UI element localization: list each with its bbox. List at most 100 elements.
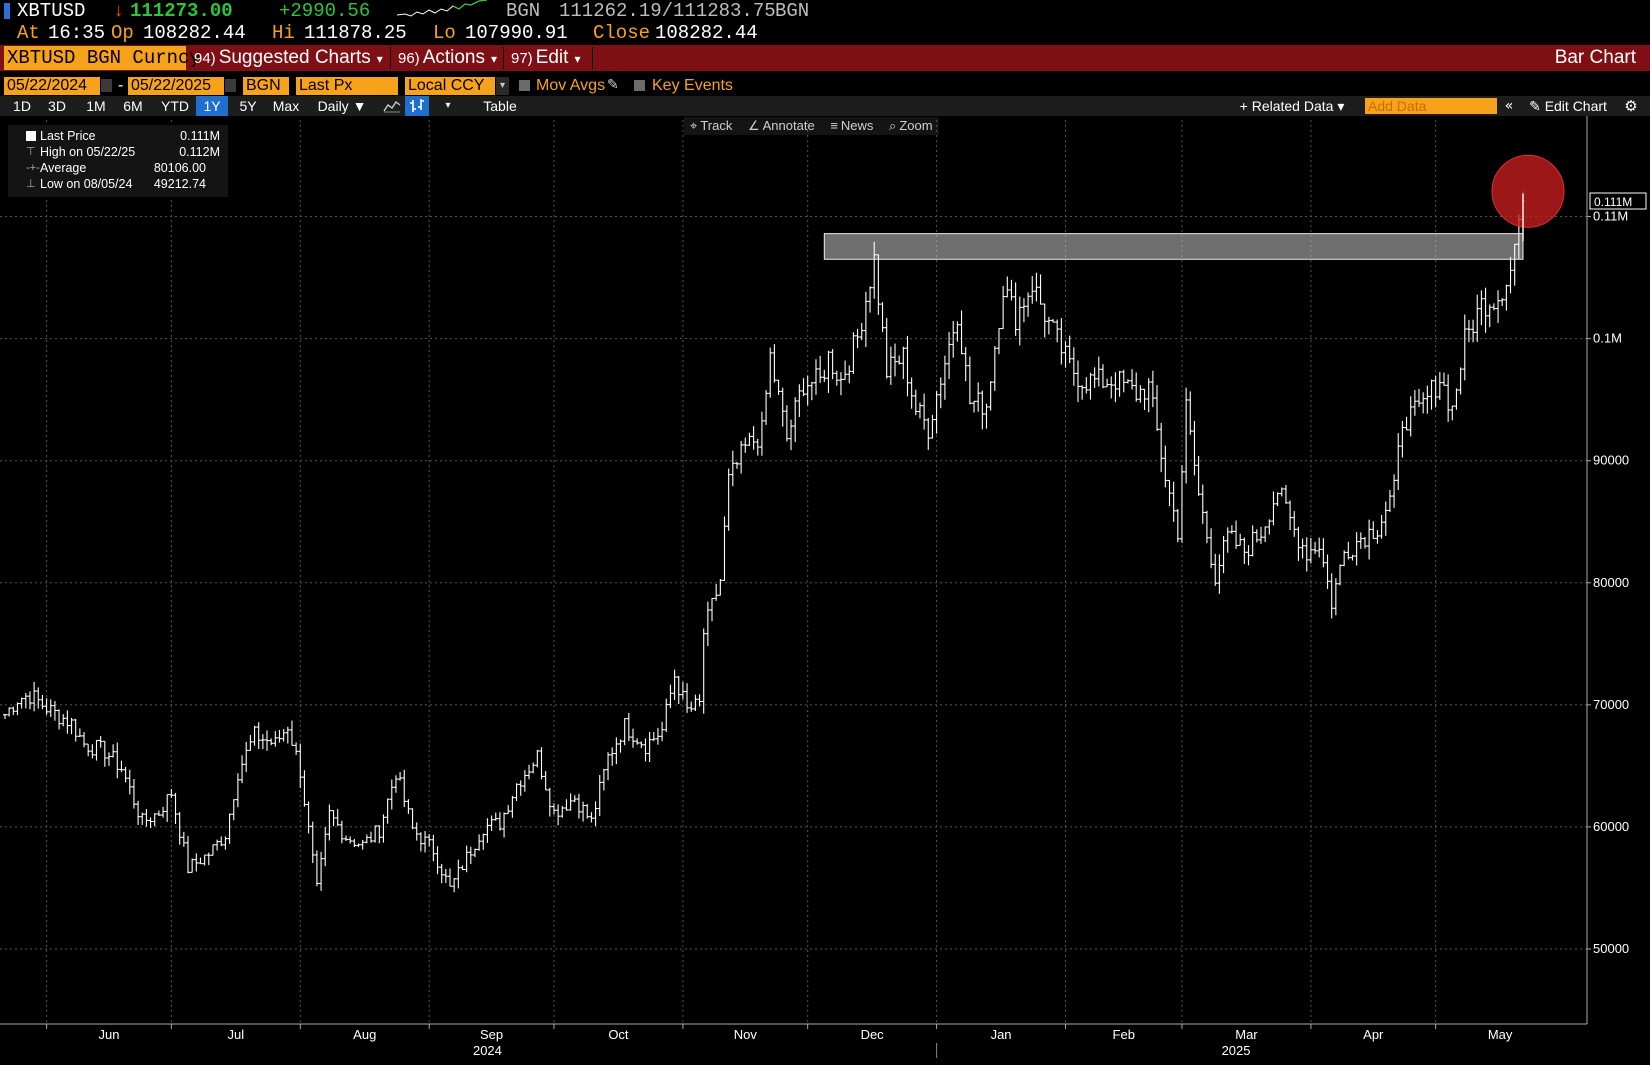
annotate-tool[interactable]: ∠ Annotate: [742, 117, 821, 135]
period-5y[interactable]: 5Y: [239, 98, 257, 114]
gear-icon[interactable]: ⚙: [1624, 97, 1638, 115]
legend-high: ⊤ High on 05/22/25 0.112M: [8, 144, 228, 160]
ohlc-bar: [680, 681, 685, 700]
ohlc-bar: [863, 291, 868, 348]
legend-average-value: 80106.00: [153, 161, 206, 175]
ohlc-bar: [40, 694, 45, 710]
period-1d[interactable]: 1D: [13, 98, 31, 114]
mov-avgs-label[interactable]: Mov Avgs: [536, 77, 606, 94]
ohlc-bar: [1221, 535, 1226, 574]
ohlc-bar: [630, 728, 635, 748]
open-label: Op: [111, 22, 134, 44]
ohlc-bar: [917, 402, 922, 419]
ohlc-bar: [1396, 433, 1401, 491]
price-chart[interactable]: 50000 60000 70000 80000 90000 0.1M 0.11M Jun Jul…: [0, 116, 1650, 1065]
ohlc-bar: [98, 736, 103, 748]
key-events-label[interactable]: Key Events: [652, 77, 733, 94]
ohlc-bar: [1150, 370, 1155, 408]
security-field[interactable]: XBTUSD BGN Curncy: [4, 46, 201, 70]
ohlc-bar: [1017, 296, 1022, 346]
edit-menu[interactable]: 97) Edit ▾: [511, 45, 580, 71]
collapse-left-icon[interactable]: «: [1504, 98, 1514, 114]
period-max[interactable]: Max: [272, 98, 300, 114]
field-selector[interactable]: Last Px: [296, 77, 398, 95]
chart-style-dropdown-icon[interactable]: ▾: [445, 100, 451, 111]
start-date-field[interactable]: 05/22/2024: [4, 77, 100, 95]
period-6m[interactable]: 6M: [123, 98, 143, 114]
pencil-icon[interactable]: ✎: [607, 77, 619, 93]
mov-avgs-checkbox[interactable]: [519, 80, 530, 91]
end-date-field[interactable]: 05/22/2025: [128, 77, 224, 95]
down-arrow-icon: ↓: [113, 0, 125, 22]
ohlc-bar: [518, 780, 523, 796]
quote-source: BGN: [506, 0, 541, 22]
frequency-dropdown[interactable]: Daily ▼: [317, 98, 367, 114]
news-tool[interactable]: ≡ News: [824, 117, 879, 135]
add-data-input[interactable]: Add Data: [1365, 98, 1497, 114]
currency-dropdown-icon[interactable]: ▾: [496, 77, 509, 95]
edit-chart-button[interactable]: ✎ Edit Chart: [1522, 96, 1614, 116]
ohlc-bar: [73, 718, 78, 742]
ohlc-bar: [1500, 298, 1505, 307]
line-chart-icon[interactable]: [381, 96, 403, 116]
ohlc-bar: [131, 779, 136, 809]
currency-selector[interactable]: Local CCY: [405, 77, 495, 95]
ticker[interactable]: XBTUSD: [17, 0, 86, 22]
ohlc-bar: [988, 381, 993, 411]
ohlc-bar: [1321, 538, 1326, 568]
ohlc-bar: [951, 320, 956, 358]
ohlc-bar: [922, 393, 927, 430]
dropdown-caret-icon: ▾: [491, 52, 498, 66]
bar-chart-icon[interactable]: [405, 96, 429, 116]
suggested-charts-number: 94): [194, 50, 216, 67]
actions-menu[interactable]: 96) Actions ▾: [398, 45, 497, 71]
ohlc-bar: [1005, 276, 1010, 298]
key-events-checkbox[interactable]: [634, 80, 645, 91]
ohlc-bar: [36, 687, 41, 709]
ohlc-bar: [739, 440, 744, 474]
ohlc-bar: [377, 825, 382, 844]
ohlc-bar: [1371, 521, 1376, 539]
ohlc-bar: [1046, 316, 1051, 335]
period-3d[interactable]: 3D: [48, 98, 66, 114]
ohlc-bar: [531, 762, 536, 774]
calendar-icon[interactable]: [101, 79, 112, 92]
ohlc-bar: [672, 669, 677, 700]
chart-type-label[interactable]: Bar Chart: [1554, 47, 1636, 68]
suggested-charts-menu[interactable]: 94) Suggested Charts ▾: [194, 45, 383, 71]
ohlc-bar: [294, 742, 299, 755]
period-ytd[interactable]: YTD: [161, 98, 189, 114]
ohlc-bar: [859, 322, 864, 341]
ohlc-bar: [252, 725, 257, 746]
ohlc-bar: [1462, 314, 1467, 381]
table-button[interactable]: Table: [483, 98, 517, 114]
period-1y[interactable]: 1Y: [196, 96, 228, 116]
dropdown-caret-icon: ▾: [574, 52, 581, 66]
ohlc-bar: [930, 414, 935, 439]
ohlc-bar: [1246, 545, 1251, 566]
related-data-button[interactable]: + Related Data ▾: [1239, 98, 1345, 114]
ohlc-bar: [111, 744, 116, 758]
ohlc-bar: [368, 831, 373, 843]
calendar-icon[interactable]: [225, 79, 236, 92]
ohlc-bar: [1096, 356, 1101, 387]
period-1m[interactable]: 1M: [86, 98, 106, 114]
ohlc-bar: [398, 772, 403, 781]
ohlc-bar: [248, 734, 253, 751]
ohlc-bar: [32, 681, 37, 712]
ohlc-bar: [768, 347, 773, 398]
ohlc-bar: [780, 387, 785, 427]
ohlc-bar: [1121, 369, 1126, 393]
source-field[interactable]: BGN: [243, 77, 289, 95]
ohlc-bar: [1446, 374, 1451, 422]
ohlc-bar: [11, 706, 16, 716]
ohlc-bar: [102, 740, 107, 767]
ohlc-bar: [464, 845, 469, 873]
chart-toolbar: 1D 3D 1M 6M YTD 1Y 5Y Max Daily ▼ ▾ Tabl…: [0, 96, 1650, 116]
zoom-tool[interactable]: ⌕ Zoom: [883, 117, 939, 135]
ohlc-bar: [485, 818, 490, 843]
ohlc-bar: [256, 722, 261, 749]
legend-low-label: Low on 08/05/24: [40, 177, 133, 191]
track-tool[interactable]: ⌖ Track: [684, 117, 738, 135]
ohlc-bar: [165, 794, 170, 822]
